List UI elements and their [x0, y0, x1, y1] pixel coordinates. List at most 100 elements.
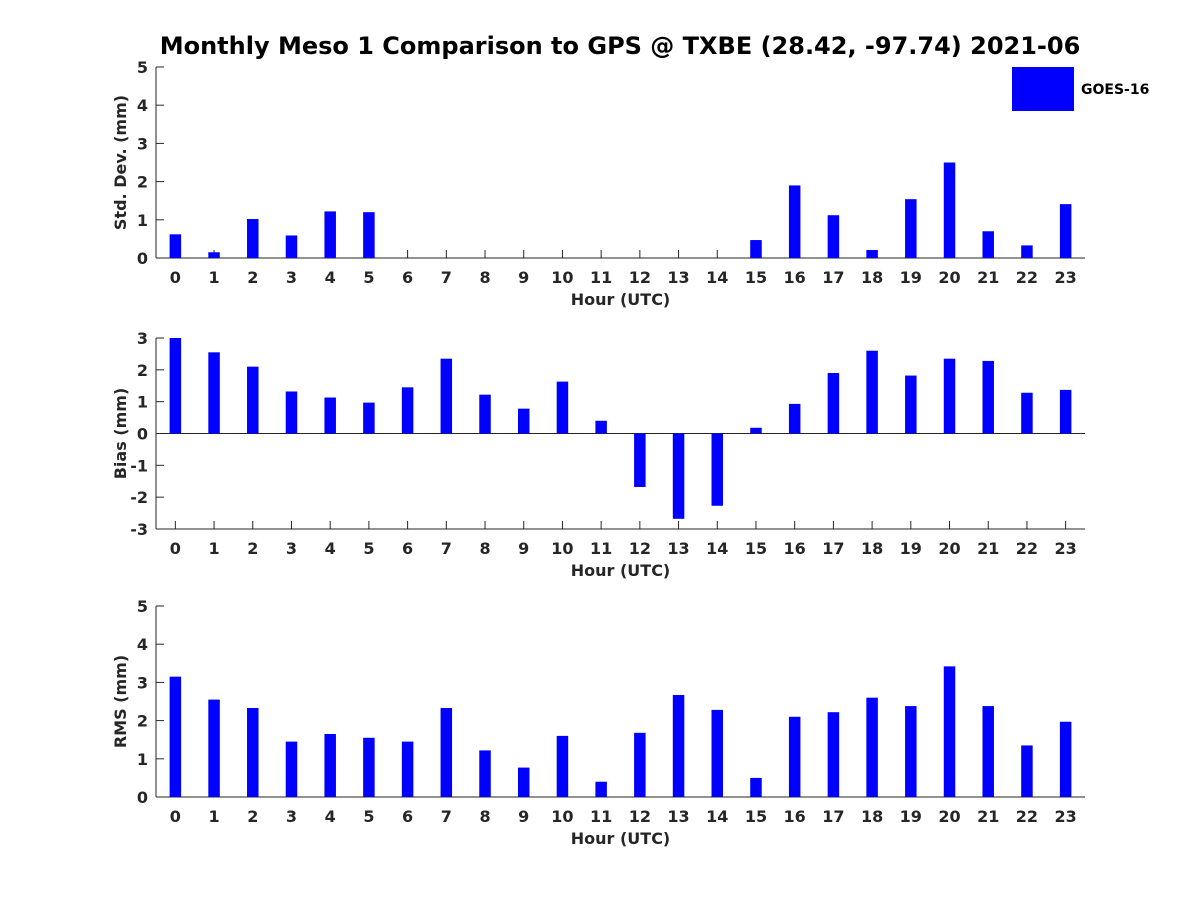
x-tick-label: 12 [629, 268, 651, 287]
bar-std-dev-hour-15 [750, 240, 762, 258]
x-tick-label: 3 [286, 268, 297, 287]
bar-std-dev-hour-0 [169, 234, 182, 258]
x-tick-label: 22 [1016, 268, 1038, 287]
bar-bias-hour-3 [285, 391, 298, 434]
y-tick-label: 5 [137, 58, 148, 77]
x-tick-label: 10 [551, 539, 573, 558]
bar-rms-hour-11 [595, 781, 607, 797]
bar-std-dev-hour-23 [1059, 204, 1072, 258]
bar-bias-hour-4 [324, 397, 336, 434]
x-tick-label: 4 [325, 268, 336, 287]
x-tick-label: 22 [1016, 539, 1038, 558]
y-tick-label: -1 [130, 456, 148, 475]
bar-std-dev-hour-18 [866, 249, 878, 258]
bar-rms-hour-15 [750, 777, 762, 797]
x-tick-label: 13 [667, 807, 689, 826]
bar-std-dev-hour-5 [363, 212, 375, 258]
bar-std-dev-hour-16 [788, 185, 801, 258]
x-tick-label: 6 [402, 539, 413, 558]
x-tick-label: 5 [363, 268, 374, 287]
x-axis-label: Hour (UTC) [571, 561, 671, 580]
x-tick-label: 7 [441, 807, 452, 826]
y-tick-label: 3 [137, 673, 148, 692]
bar-rms-hour-9 [517, 767, 530, 797]
x-tick-label: 11 [590, 539, 612, 558]
bar-rms-hour-4 [324, 733, 336, 797]
x-tick-label: 23 [1055, 539, 1077, 558]
x-tick-label: 12 [629, 539, 651, 558]
y-tick-label: 3 [137, 329, 148, 348]
bar-rms-hour-1 [208, 699, 220, 797]
x-tick-label: 17 [822, 539, 844, 558]
bar-bias-hour-23 [1059, 389, 1072, 434]
bar-bias-hour-19 [905, 375, 917, 434]
bar-rms-hour-17 [827, 712, 840, 797]
x-tick-label: 18 [861, 539, 883, 558]
legend-swatch [1012, 67, 1074, 111]
bar-rms-hour-0 [169, 676, 182, 797]
y-tick-label: 0 [137, 249, 148, 268]
x-tick-label: 1 [208, 807, 219, 826]
y-tick-label: 2 [137, 712, 148, 731]
x-tick-label: 20 [938, 268, 960, 287]
bar-bias-hour-12 [634, 433, 646, 487]
x-tick-label: 19 [900, 539, 922, 558]
y-tick-label: 0 [137, 425, 148, 444]
x-tick-label: 9 [518, 539, 529, 558]
x-tick-label: 21 [977, 807, 999, 826]
x-tick-label: 0 [170, 539, 181, 558]
x-tick-label: 10 [551, 807, 573, 826]
x-tick-label: 2 [247, 268, 258, 287]
x-tick-label: 3 [286, 539, 297, 558]
bar-rms-hour-20 [943, 666, 956, 797]
bar-rms-hour-2 [247, 707, 259, 797]
bar-rms-hour-14 [711, 709, 724, 797]
x-tick-label: 13 [667, 268, 689, 287]
bar-bias-hour-13 [672, 433, 685, 519]
bar-std-dev-hour-19 [905, 199, 917, 258]
x-tick-label: 8 [479, 539, 490, 558]
x-tick-label: 6 [402, 268, 413, 287]
x-tick-label: 20 [938, 539, 960, 558]
x-tick-label: 16 [784, 807, 806, 826]
x-tick-label: 8 [479, 268, 490, 287]
bar-std-dev-hour-17 [827, 215, 840, 258]
y-tick-label: 2 [137, 173, 148, 192]
x-tick-label: 13 [667, 539, 689, 558]
y-tick-label: 1 [137, 211, 148, 230]
bar-bias-hour-10 [556, 381, 569, 434]
x-tick-label: 15 [745, 539, 767, 558]
bar-rms-hour-7 [440, 707, 453, 797]
x-tick-label: 23 [1055, 268, 1077, 287]
x-tick-label: 5 [363, 539, 374, 558]
bar-rms-hour-23 [1059, 721, 1072, 797]
x-tick-label: 2 [247, 539, 258, 558]
bar-bias-hour-15 [750, 427, 762, 434]
bar-std-dev-hour-4 [324, 211, 336, 258]
y-tick-label: 1 [137, 393, 148, 412]
x-tick-label: 7 [441, 539, 452, 558]
bar-bias-hour-16 [788, 403, 801, 434]
y-tick-label: 4 [137, 96, 148, 115]
bar-rms-hour-18 [866, 697, 878, 797]
bar-bias-hour-6 [401, 387, 414, 434]
x-tick-label: 23 [1055, 807, 1077, 826]
bar-bias-hour-5 [363, 402, 375, 434]
y-tick-label: 2 [137, 361, 148, 380]
chart-title: Monthly Meso 1 Comparison to GPS @ TXBE … [160, 32, 1081, 60]
bar-bias-hour-9 [517, 408, 530, 434]
x-tick-label: 7 [441, 268, 452, 287]
x-tick-label: 2 [247, 807, 258, 826]
bar-std-dev-hour-1 [208, 252, 220, 258]
bar-bias-hour-8 [479, 394, 491, 434]
bar-rms-hour-19 [905, 706, 917, 797]
bar-bias-hour-2 [247, 366, 259, 434]
x-tick-label: 14 [706, 807, 728, 826]
x-tick-label: 14 [706, 268, 728, 287]
x-tick-label: 11 [590, 807, 612, 826]
x-tick-label: 6 [402, 807, 413, 826]
bar-rms-hour-12 [634, 732, 646, 797]
bar-std-dev-hour-22 [1021, 245, 1033, 258]
